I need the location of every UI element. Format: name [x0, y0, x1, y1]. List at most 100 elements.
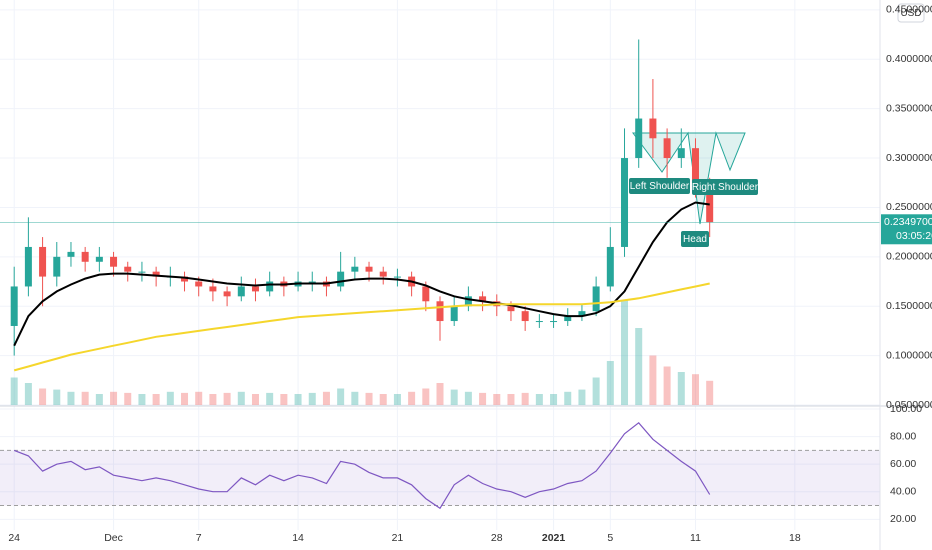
- candle-body: [436, 301, 444, 322]
- candle-body: [464, 296, 472, 307]
- candle-body: [152, 271, 160, 277]
- candle-body: [251, 286, 259, 292]
- y-tick-label: 20.00: [890, 513, 916, 525]
- volume-bar: [24, 383, 32, 405]
- y-tick-label: 0.35000000: [886, 102, 932, 114]
- volume-bar: [578, 389, 586, 405]
- volume-bar: [464, 391, 472, 405]
- moving-average: [13, 282, 710, 372]
- volume-bar: [53, 389, 61, 405]
- volume-bar: [550, 394, 558, 405]
- volume-bar: [649, 355, 657, 405]
- volume-bar: [663, 366, 671, 405]
- volume-bar: [621, 300, 629, 405]
- candle-body: [81, 251, 89, 262]
- candle-body: [209, 286, 217, 292]
- annotation-box: [692, 179, 758, 195]
- candle-body: [138, 271, 146, 273]
- x-tick-label: 14: [292, 532, 304, 544]
- volume-bar: [195, 391, 203, 405]
- volume-bar: [166, 391, 174, 405]
- volume-bar: [479, 392, 487, 405]
- candle-body: [606, 246, 614, 287]
- currency: USD: [900, 8, 921, 19]
- volume-bar: [677, 372, 685, 405]
- candle-body: [181, 276, 189, 282]
- volume-bar: [280, 394, 288, 405]
- candle-body: [110, 256, 118, 267]
- volume-bar: [251, 394, 259, 405]
- x-tick-label: 18: [789, 532, 801, 544]
- candle-body: [24, 246, 32, 287]
- candle-body: [535, 321, 543, 323]
- candle-body: [422, 286, 430, 302]
- x-tick-label: 2021: [542, 532, 566, 544]
- y-tick-label: 0.15000000: [886, 300, 932, 312]
- candle-body: [67, 251, 75, 257]
- x-tick-label: 11: [690, 532, 701, 544]
- y-tick-label: 0.30000000: [886, 152, 932, 164]
- x-tick-label: 28: [491, 532, 503, 544]
- volume-bar: [507, 394, 515, 405]
- x-tick-label: Dec: [104, 532, 123, 544]
- volume-bar: [691, 374, 699, 405]
- candle-body: [39, 246, 47, 277]
- candle-body: [706, 187, 714, 223]
- candle-body: [337, 271, 345, 287]
- candle-body: [266, 281, 274, 292]
- volume-bar: [450, 389, 458, 405]
- grid-layer: [0, 0, 880, 530]
- volume-bar: [237, 391, 245, 405]
- volume-bar: [564, 391, 572, 405]
- annotation: Right Shoulder: [692, 182, 759, 193]
- candle-body: [53, 256, 61, 277]
- volume-bar: [379, 394, 387, 405]
- candle-body: [550, 321, 558, 323]
- candle-body: [365, 266, 373, 272]
- annotation: Head: [683, 234, 707, 245]
- candle-body: [507, 306, 515, 312]
- candle-body: [223, 291, 231, 297]
- x-tick-label: 7: [196, 532, 202, 544]
- volume-bar: [706, 380, 714, 405]
- currency-badge[interactable]: [897, 3, 925, 23]
- candle-body: [351, 266, 359, 272]
- annotation-box: [681, 231, 709, 247]
- y-tick-label: 40.00: [890, 486, 916, 498]
- rsi-line: [13, 421, 711, 510]
- candle-body: [450, 306, 458, 322]
- candle-body: [691, 148, 699, 188]
- y-tick-label: 0.45000000: [886, 4, 932, 16]
- y-tick-label: 0.10000000: [886, 349, 932, 361]
- candle-body: [237, 286, 245, 297]
- volume-bar: [152, 394, 160, 405]
- y-tick-label: 0.25000000: [886, 201, 932, 213]
- annotation: Left Shoulder: [630, 181, 690, 192]
- volume-bar: [408, 391, 416, 405]
- y-tick-label: 0.20000000: [886, 251, 932, 263]
- annotation-box: [629, 178, 690, 194]
- volume-bar: [181, 392, 189, 405]
- volume-bar: [393, 394, 401, 405]
- volume-bar: [67, 391, 75, 405]
- x-tick-label: 24: [8, 532, 20, 544]
- x-tick-label: 21: [392, 532, 404, 544]
- candle-body: [578, 311, 586, 317]
- volume-bar: [351, 391, 359, 405]
- volume-bar: [337, 388, 345, 405]
- volume-bar: [308, 392, 316, 405]
- volume-bar: [606, 361, 614, 405]
- volume-bar: [223, 392, 231, 405]
- candle-body: [592, 286, 600, 312]
- candle-body: [663, 138, 671, 159]
- candle-body: [621, 158, 629, 247]
- y-tick-label: 60.00: [890, 458, 916, 470]
- volume-bar: [124, 392, 132, 405]
- volume-bar: [365, 392, 373, 405]
- candle-body: [479, 296, 487, 302]
- volume-bar: [535, 394, 543, 405]
- y-tick-label: 0.05000000: [886, 399, 932, 411]
- moving-average: [13, 201, 710, 347]
